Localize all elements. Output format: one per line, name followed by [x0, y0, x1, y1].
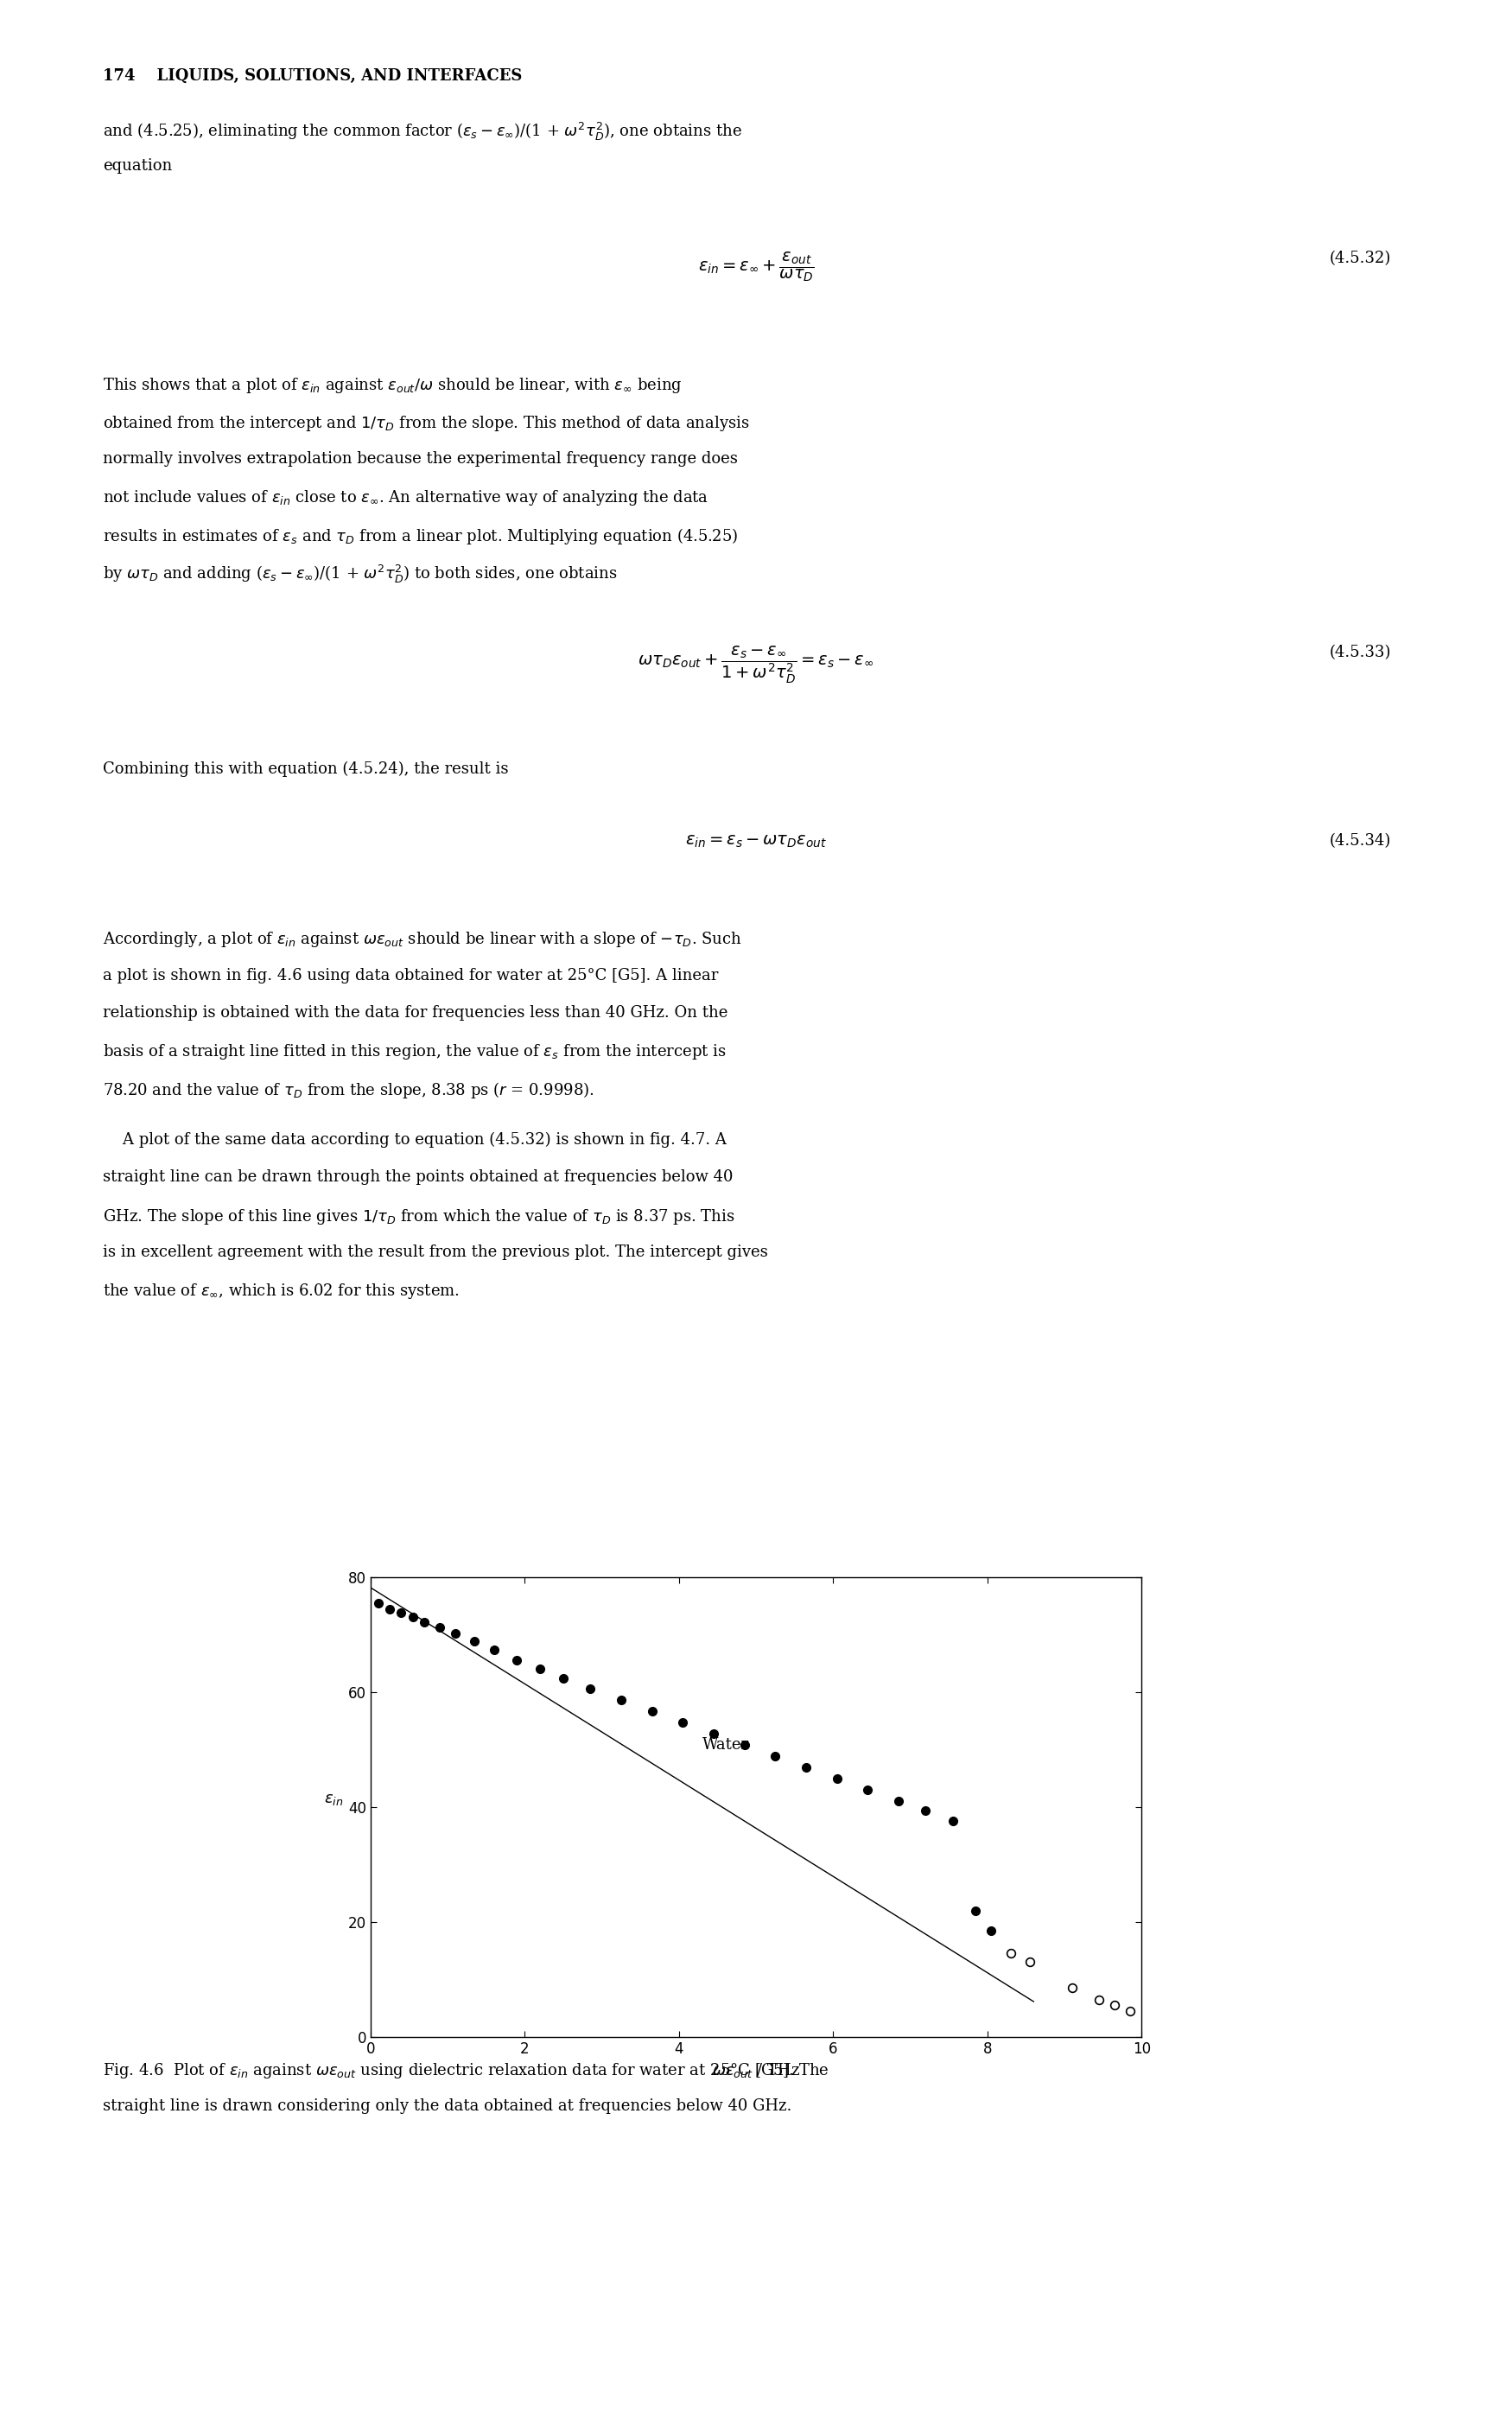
Text: 78.20 and the value of $\tau_D$ from the slope, 8.38 ps ($r$ = 0.9998).: 78.20 and the value of $\tau_D$ from the… [103, 1079, 594, 1101]
Text: $\omega\tau_D\varepsilon_{out} + \dfrac{\varepsilon_s - \varepsilon_\infty}{1 + : $\omega\tau_D\varepsilon_{out} + \dfrac{… [638, 643, 874, 685]
Text: straight line is drawn considering only the data obtained at frequencies below 4: straight line is drawn considering only … [103, 2097, 792, 2114]
X-axis label: $\omega\varepsilon_{out}$ / THz: $\omega\varepsilon_{out}$ / THz [712, 2061, 800, 2080]
Text: equation: equation [103, 160, 172, 174]
Text: A plot of the same data according to equation (4.5.32) is shown in fig. 4.7. A: A plot of the same data according to equ… [103, 1132, 727, 1149]
Text: the value of $\varepsilon_\infty$, which is 6.02 for this system.: the value of $\varepsilon_\infty$, which… [103, 1282, 460, 1301]
Text: Water: Water [702, 1737, 748, 1754]
Text: a plot is shown in fig. 4.6 using data obtained for water at 25°C [G5]. A linear: a plot is shown in fig. 4.6 using data o… [103, 968, 718, 982]
Y-axis label: $\varepsilon_{in}$: $\varepsilon_{in}$ [324, 1792, 343, 1807]
Text: (4.5.34): (4.5.34) [1329, 832, 1391, 849]
Text: Fig. 4.6  Plot of $\varepsilon_{in}$ against $\omega\varepsilon_{out}$ using die: Fig. 4.6 Plot of $\varepsilon_{in}$ agai… [103, 2061, 829, 2080]
Text: results in estimates of $\varepsilon_s$ and $\tau_D$ from a linear plot. Multipl: results in estimates of $\varepsilon_s$ … [103, 527, 738, 547]
Text: and (4.5.25), eliminating the common factor ($\varepsilon_s - \varepsilon_\infty: and (4.5.25), eliminating the common fac… [103, 121, 742, 143]
Text: normally involves extrapolation because the experimental frequency range does: normally involves extrapolation because … [103, 452, 738, 467]
Text: relationship is obtained with the data for frequencies less than 40 GHz. On the: relationship is obtained with the data f… [103, 1004, 727, 1021]
Text: $\varepsilon_{in} = \varepsilon_\infty + \dfrac{\varepsilon_{out}}{\omega\tau_D}: $\varepsilon_{in} = \varepsilon_\infty +… [697, 252, 815, 283]
Text: GHz. The slope of this line gives $1/\tau_D$ from which the value of $\tau_D$ is: GHz. The slope of this line gives $1/\ta… [103, 1207, 735, 1226]
Text: This shows that a plot of $\varepsilon_{in}$ against $\varepsilon_{out}/\omega$ : This shows that a plot of $\varepsilon_{… [103, 377, 682, 394]
Text: obtained from the intercept and $1/\tau_D$ from the slope. This method of data a: obtained from the intercept and $1/\tau_… [103, 414, 750, 433]
Text: by $\omega\tau_D$ and adding ($\varepsilon_s - \varepsilon_\infty$)/(1 + $\omega: by $\omega\tau_D$ and adding ($\varepsil… [103, 564, 617, 585]
Text: $\varepsilon_{in} = \varepsilon_s - \omega\tau_D\varepsilon_{out}$: $\varepsilon_{in} = \varepsilon_s - \ome… [685, 832, 827, 849]
Text: Accordingly, a plot of $\varepsilon_{in}$ against $\omega\varepsilon_{out}$ shou: Accordingly, a plot of $\varepsilon_{in}… [103, 929, 742, 948]
Text: is in excellent agreement with the result from the previous plot. The intercept : is in excellent agreement with the resul… [103, 1243, 768, 1260]
Text: Combining this with equation (4.5.24), the result is: Combining this with equation (4.5.24), t… [103, 760, 508, 776]
Text: (4.5.32): (4.5.32) [1329, 252, 1391, 266]
Text: straight line can be drawn through the points obtained at frequencies below 40: straight line can be drawn through the p… [103, 1168, 733, 1185]
Text: not include values of $\varepsilon_{in}$ close to $\varepsilon_\infty$. An alter: not include values of $\varepsilon_{in}$… [103, 489, 709, 508]
Text: 174    LIQUIDS, SOLUTIONS, AND INTERFACES: 174 LIQUIDS, SOLUTIONS, AND INTERFACES [103, 68, 522, 82]
Text: basis of a straight line fitted in this region, the value of $\varepsilon_s$ fro: basis of a straight line fitted in this … [103, 1043, 726, 1062]
Text: (4.5.33): (4.5.33) [1329, 643, 1391, 660]
